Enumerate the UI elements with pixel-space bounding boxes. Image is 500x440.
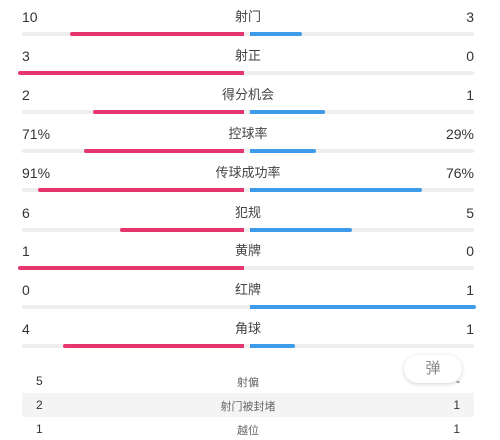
home-bar <box>38 188 244 192</box>
stat-label: 越位 <box>237 425 259 437</box>
stat-track <box>22 149 474 153</box>
away-value: 0 <box>466 48 474 64</box>
danmu-button[interactable]: 弹 <box>404 355 462 383</box>
stat-row: 6 犯规 5 <box>22 204 474 242</box>
stat-label: 射门被封堵 <box>220 401 276 413</box>
stat-row: 1 黄牌 0 <box>18 242 474 280</box>
away-value: 29% <box>445 126 474 142</box>
extra-stat-row: 5 射偏 - <box>22 369 474 393</box>
stat-row: 10 射门 3 <box>22 8 474 46</box>
home-value: 2 <box>22 87 30 103</box>
stat-row: 0 红牌 1 <box>22 281 476 319</box>
home-value: 0 <box>22 282 30 298</box>
stat-label: 射门 <box>234 9 261 24</box>
stat-label: 角球 <box>234 321 261 336</box>
stat-row: 91% 传球成功率 76% <box>22 164 474 202</box>
stat-label: 得分机会 <box>221 87 274 102</box>
away-bar <box>250 305 476 309</box>
home-bar <box>70 32 244 36</box>
stat-track <box>22 71 474 75</box>
away-value: 1 <box>466 87 474 103</box>
away-bar <box>250 188 422 192</box>
home-value: 5 <box>36 374 43 388</box>
home-value: 1 <box>22 243 30 259</box>
home-bar <box>18 266 244 270</box>
stat-row: 4 角球 1 <box>22 320 474 358</box>
stat-row: 2 得分机会 1 <box>22 86 474 124</box>
stat-label: 黄牌 <box>234 243 261 258</box>
home-value: 71% <box>22 126 51 142</box>
stat-track <box>22 32 474 36</box>
stat-label: 犯规 <box>234 205 261 220</box>
stat-label: 射偏 <box>237 377 259 389</box>
away-value: 1 <box>453 398 460 412</box>
away-value: 1 <box>453 422 460 436</box>
stat-track <box>22 228 474 232</box>
home-value: 91% <box>22 165 51 181</box>
stat-label: 射正 <box>234 48 261 63</box>
stat-track <box>22 266 474 270</box>
home-value: 10 <box>22 9 38 25</box>
extra-stat-row: 2 射门被封堵 1 <box>22 393 474 417</box>
away-value: 1 <box>466 321 474 337</box>
stat-track <box>22 344 474 348</box>
away-bar <box>250 228 352 232</box>
stat-row: 71% 控球率 29% <box>22 125 474 163</box>
stat-track <box>22 305 474 309</box>
home-value: 4 <box>22 321 30 337</box>
away-value: 1 <box>466 282 474 298</box>
stat-label: 传球成功率 <box>215 165 281 180</box>
away-bar <box>250 149 316 153</box>
home-value: 3 <box>22 48 30 64</box>
home-value: 1 <box>36 422 43 436</box>
away-value: 5 <box>466 205 474 221</box>
home-bar <box>84 149 244 153</box>
home-value: 6 <box>22 205 30 221</box>
home-bar <box>93 110 244 114</box>
away-bar <box>250 110 325 114</box>
away-value: - <box>456 374 460 388</box>
stat-label: 控球率 <box>228 126 268 141</box>
home-bar <box>120 228 244 232</box>
home-value: 2 <box>36 398 43 412</box>
away-bar <box>250 344 295 348</box>
home-bar <box>18 71 244 75</box>
stat-track <box>22 188 474 192</box>
away-value: 3 <box>466 9 474 25</box>
extra-stat-row: 1 越位 1 <box>22 417 474 440</box>
stat-label: 红牌 <box>234 282 261 297</box>
stat-track <box>22 110 474 114</box>
away-value: 76% <box>445 165 474 181</box>
away-bar <box>250 32 302 36</box>
stat-row: 3 射正 0 <box>18 47 474 85</box>
home-bar <box>63 344 244 348</box>
away-value: 0 <box>466 243 474 259</box>
